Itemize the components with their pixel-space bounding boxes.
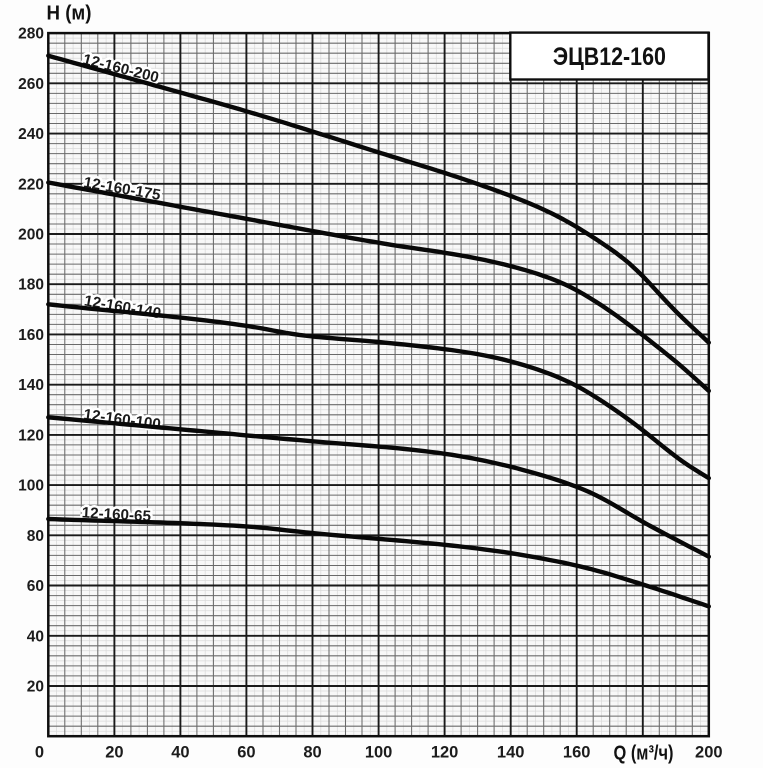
- svg-text:140: 140: [497, 744, 525, 762]
- svg-text:100: 100: [18, 478, 44, 495]
- svg-text:140: 140: [18, 377, 44, 394]
- svg-text:100: 100: [365, 744, 393, 762]
- svg-text:60: 60: [27, 578, 44, 595]
- svg-text:Q (м³/ч): Q (м³/ч): [614, 743, 674, 765]
- svg-text:H (м): H (м): [47, 3, 92, 25]
- svg-text:260: 260: [18, 76, 44, 93]
- svg-text:200: 200: [695, 744, 723, 762]
- svg-text:20: 20: [27, 679, 44, 696]
- svg-text:40: 40: [171, 744, 189, 762]
- svg-text:180: 180: [18, 277, 44, 294]
- svg-text:0: 0: [35, 744, 44, 762]
- svg-text:200: 200: [18, 227, 44, 244]
- svg-text:80: 80: [303, 744, 321, 762]
- svg-text:40: 40: [27, 628, 44, 645]
- svg-text:120: 120: [18, 427, 44, 444]
- svg-text:80: 80: [27, 528, 44, 545]
- svg-text:120: 120: [431, 744, 459, 762]
- svg-text:20: 20: [105, 744, 123, 762]
- svg-text:60: 60: [237, 744, 255, 762]
- svg-text:160: 160: [563, 744, 591, 762]
- svg-text:220: 220: [18, 176, 44, 193]
- svg-text:240: 240: [18, 126, 44, 143]
- svg-text:280: 280: [18, 26, 44, 43]
- svg-text:160: 160: [18, 327, 44, 344]
- svg-text:ЭЦВ12-160: ЭЦВ12-160: [553, 43, 666, 71]
